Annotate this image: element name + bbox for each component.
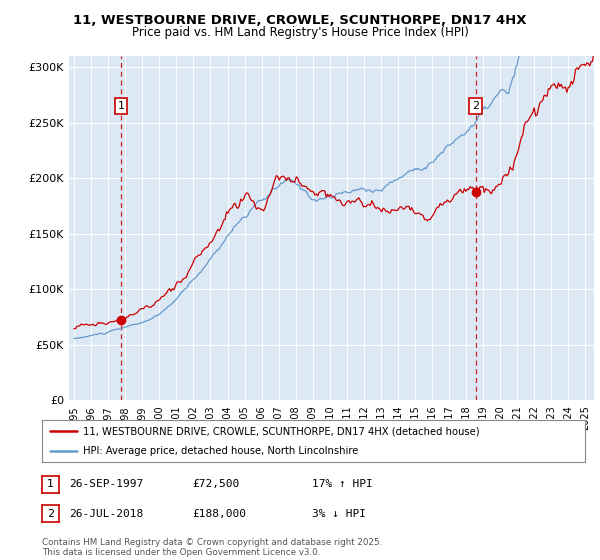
Text: 26-SEP-1997: 26-SEP-1997 bbox=[69, 479, 143, 489]
Text: 26-JUL-2018: 26-JUL-2018 bbox=[69, 508, 143, 519]
Text: 11, WESTBOURNE DRIVE, CROWLE, SCUNTHORPE, DN17 4HX (detached house): 11, WESTBOURNE DRIVE, CROWLE, SCUNTHORPE… bbox=[83, 426, 479, 436]
Text: Price paid vs. HM Land Registry's House Price Index (HPI): Price paid vs. HM Land Registry's House … bbox=[131, 26, 469, 39]
Text: 2: 2 bbox=[472, 101, 479, 111]
Text: 3% ↓ HPI: 3% ↓ HPI bbox=[312, 508, 366, 519]
Text: £188,000: £188,000 bbox=[192, 508, 246, 519]
Text: Contains HM Land Registry data © Crown copyright and database right 2025.
This d: Contains HM Land Registry data © Crown c… bbox=[42, 538, 382, 557]
Text: £72,500: £72,500 bbox=[192, 479, 239, 489]
Text: 1: 1 bbox=[118, 101, 125, 111]
Text: HPI: Average price, detached house, North Lincolnshire: HPI: Average price, detached house, Nort… bbox=[83, 446, 358, 456]
Text: 11, WESTBOURNE DRIVE, CROWLE, SCUNTHORPE, DN17 4HX: 11, WESTBOURNE DRIVE, CROWLE, SCUNTHORPE… bbox=[73, 14, 527, 27]
Text: 17% ↑ HPI: 17% ↑ HPI bbox=[312, 479, 373, 489]
Text: 1: 1 bbox=[47, 479, 54, 489]
Text: 2: 2 bbox=[47, 508, 54, 519]
